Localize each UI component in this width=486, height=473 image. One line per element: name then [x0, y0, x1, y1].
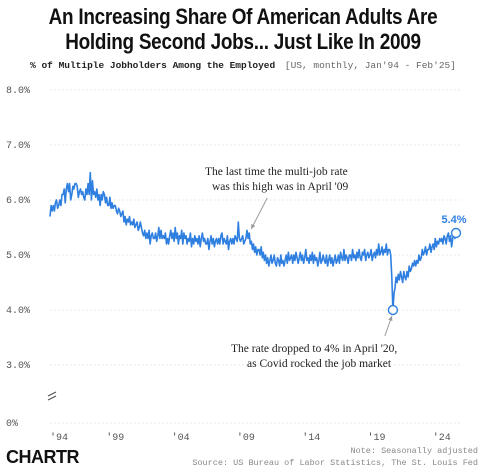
arrowhead-2009	[251, 224, 256, 229]
chart-subtitle: % of Multiple Jobholders Among the Emplo…	[30, 60, 276, 71]
chartr-logo: CHARTR	[6, 447, 80, 467]
title-line-1: An Increasing Share Of American Adults A…	[48, 4, 438, 29]
seasonal-note: Note: Seasonally adjusted	[350, 446, 478, 456]
date-range-note: [US, monthly, Jan'94 - Feb'25]	[284, 60, 456, 71]
x-tick-label-24: '24	[433, 432, 451, 444]
subtitle-row: % of Multiple Jobholders Among the Emplo…	[0, 60, 486, 71]
annotation-2009-line-2: was this high was in April '09	[212, 181, 348, 193]
annotation-2009: The last time the multi-job rate was thi…	[205, 166, 348, 230]
arrow-2009	[250, 197, 268, 230]
title-line-2: Holding Second Jobs... Just Like In 2009	[65, 29, 421, 54]
latest-value-marker	[450, 227, 462, 239]
x-tick-label-19: '19	[367, 432, 385, 444]
annotation-2009-line-1: The last time the multi-job rate	[205, 166, 348, 178]
series-line-multiple-jobholders	[49, 171, 457, 311]
x-tick-label-04: '04	[172, 432, 190, 444]
x-tick-label-14: '14	[302, 432, 320, 444]
axis-break-mark-2	[47, 395, 57, 401]
y-tick-label-7: 7.0%	[6, 141, 30, 152]
chart-title: An Increasing Share Of American Adults A…	[34, 4, 452, 54]
y-axis-labels: 8.0% 7.0% 6.0% 5.0% 4.0% 3.0% 0%	[6, 86, 30, 430]
x-tick-label-99: '99	[106, 432, 124, 444]
annotation-2020-line-1: The rate dropped to 4% in April '20,	[231, 343, 397, 355]
y-tick-label-4: 4.0%	[6, 306, 30, 317]
latest-value-label: 5.4%	[441, 214, 466, 226]
source-note: Source: US Bureau of Labor Statistics, T…	[192, 458, 478, 468]
y-tick-label-0: 0%	[6, 419, 18, 430]
x-tick-label-94: '94	[50, 432, 68, 444]
y-tick-label-5: 5.0%	[6, 251, 30, 262]
y-axis-break	[47, 391, 57, 401]
y-tick-label-6: 6.0%	[6, 196, 30, 207]
axis-break-mark-1	[47, 391, 57, 397]
footnote: Note: Seasonally adjusted Source: US Bur…	[192, 445, 478, 469]
low-point-marker-april-2020	[387, 304, 399, 316]
x-axis-labels: '94 '99 '04 '09 '14 '19 '24	[50, 432, 451, 444]
arrowhead-2020	[388, 316, 393, 321]
x-tick-label-09: '09	[237, 432, 255, 444]
y-tick-label-3: 3.0%	[6, 361, 30, 372]
annotation-2020-line-2: as Covid rocked the job market	[247, 358, 392, 370]
annotation-2020: The rate dropped to 4% in April '20, as …	[231, 304, 399, 370]
grid-layer	[50, 89, 460, 424]
y-tick-label-8: 8.0%	[6, 86, 30, 97]
